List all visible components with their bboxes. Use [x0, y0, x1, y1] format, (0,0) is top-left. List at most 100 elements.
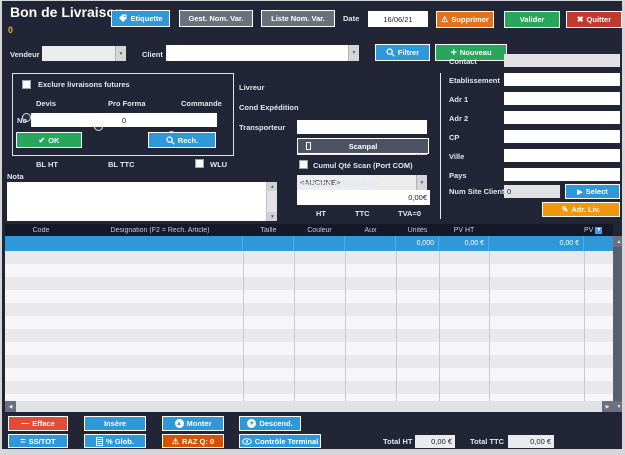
contact-field[interactable] — [504, 54, 620, 67]
pct-glob-button[interactable]: % Glob. — [84, 434, 146, 448]
nouveau-button[interactable]: + Nouveau — [435, 44, 507, 61]
ss-tot-button[interactable]: = SS/TOT — [8, 434, 68, 448]
cell-pv — [584, 236, 613, 251]
etablissement-field[interactable] — [504, 73, 620, 86]
col-header-code[interactable]: Code — [32, 226, 50, 234]
scanpal-button[interactable]: Scanpal — [297, 138, 429, 154]
scroll-down-icon[interactable]: ▼ — [613, 401, 622, 412]
filtrer-label: Filtrer — [397, 48, 420, 57]
table-vertical-scrollbar[interactable]: ▲ ▼ — [613, 236, 622, 412]
nota-scrollbar[interactable]: ▲ ▼ — [266, 182, 277, 221]
devis-radio[interactable] — [22, 113, 31, 122]
transporteur-label: Transporteur — [239, 123, 286, 132]
filter-icon[interactable]: ▼ — [595, 226, 603, 234]
col-header-pv[interactable]: PV ▼ — [584, 226, 613, 234]
transporteur-field[interactable] — [297, 120, 427, 134]
no-field[interactable]: 0 — [31, 113, 217, 127]
ss-tot-label: SS/TOT — [28, 436, 56, 446]
pencil-icon: ✎ — [561, 205, 569, 214]
etiquette-label: Etiquette — [130, 14, 163, 23]
adr2-field[interactable] — [504, 111, 620, 124]
chevron-down-icon[interactable]: ▼ — [416, 175, 427, 190]
chevron-down-icon[interactable]: ▼ — [115, 46, 126, 61]
scroll-up-icon[interactable]: ▲ — [613, 236, 622, 247]
ok-button[interactable]: ✔ OK — [16, 132, 82, 148]
selected-table-row[interactable]: 0,000 0,00 € 0,00 € — [5, 236, 613, 251]
filtrer-button[interactable]: Filtrer — [375, 44, 430, 61]
search-icon — [386, 48, 395, 57]
cumul-scan-checkbox[interactable] — [299, 160, 308, 169]
cell-pv-ttc: 0,00 € — [489, 236, 584, 251]
descend-label: Descend. — [259, 419, 293, 428]
total-ht-value: 0,00 € — [415, 435, 455, 448]
insere-button[interactable]: Insère — [84, 416, 146, 431]
valider-button[interactable]: Valider — [504, 11, 560, 28]
cell-couleur — [294, 236, 345, 251]
supprimer-button[interactable]: ⚠ Supprimer — [436, 11, 494, 28]
scroll-down-icon[interactable]: ▼ — [267, 212, 277, 221]
rech-button[interactable]: Rech. — [148, 132, 216, 148]
col-header-pv-label: PV — [584, 226, 594, 234]
adr-liv-label: Adr. Liv. — [571, 205, 601, 214]
cond-expedition-select[interactable]: <AUCUNE> ▼ — [297, 175, 427, 190]
cp-field[interactable] — [504, 130, 620, 143]
chevron-down-icon[interactable]: ▼ — [348, 45, 359, 61]
column-divider — [489, 251, 490, 401]
col-header-taille[interactable]: Taille — [260, 226, 277, 234]
livreur-label: Livreur — [239, 83, 265, 92]
adr1-label: Adr 1 — [449, 95, 469, 104]
eye-icon — [241, 437, 252, 445]
adr-liv-button[interactable]: ✎ Adr. Liv. — [542, 202, 620, 217]
nota-textarea[interactable]: ▲ ▼ — [7, 182, 277, 221]
descend-button[interactable]: ▼ Descend. — [239, 416, 301, 431]
date-field[interactable]: 16/06/21 — [368, 11, 428, 27]
contact-label: Contact — [449, 57, 477, 66]
minus-icon: — — [21, 419, 30, 428]
col-header-pv-ht[interactable]: PV HT — [453, 226, 475, 234]
controle-terminal-button[interactable]: Contrôle Terminal — [239, 434, 321, 448]
etablissement-label: Etablissement — [449, 76, 500, 85]
raz-button[interactable]: ⚠ RAZ Q: 0 — [162, 434, 224, 448]
tva0-label: TVA=0 — [398, 209, 421, 218]
etiquette-button[interactable]: Etiquette — [111, 10, 170, 27]
wlu-label: WLU — [210, 160, 228, 169]
cell-taille — [243, 236, 294, 251]
select-button[interactable]: ▶ Select — [565, 184, 620, 199]
adr1-field[interactable] — [504, 92, 620, 105]
monter-label: Monter — [186, 419, 212, 428]
exclure-checkbox[interactable] — [22, 80, 31, 89]
vendeur-select[interactable]: ▼ — [42, 46, 126, 61]
scroll-left-icon[interactable]: ◀ — [5, 401, 16, 412]
scroll-up-icon[interactable]: ▲ — [267, 182, 277, 191]
col-header-unites[interactable]: Unités — [407, 226, 428, 234]
monter-button[interactable]: ▲ Monter — [162, 416, 224, 431]
supprimer-label: Supprimer — [451, 15, 489, 24]
col-header-designation[interactable]: Designation (F2 = Rech. Article) — [110, 226, 210, 234]
gest-nom-var-button[interactable]: Gest. Nom. Var. — [179, 10, 253, 27]
quitter-button[interactable]: ✖ Quitter — [566, 11, 622, 28]
scroll-right-icon[interactable]: ▶ — [602, 401, 613, 412]
raz-label: RAZ Q: 0 — [182, 436, 215, 446]
col-header-aux[interactable]: Aux — [364, 226, 377, 234]
equals-icon: = — [20, 436, 26, 446]
nota-value — [7, 200, 277, 204]
ville-field[interactable] — [504, 149, 620, 162]
efface-button[interactable]: — Efface — [8, 416, 68, 431]
insere-label: Insère — [103, 419, 127, 428]
ok-label: OK — [48, 135, 60, 145]
num-site-client-field[interactable]: 0 — [504, 185, 560, 198]
transport-emballage-field[interactable]: 0,00€ — [297, 190, 430, 205]
cumul-scan-label: Cumul Qté Scan (Port COM) — [313, 161, 413, 170]
table-horizontal-scrollbar[interactable]: ◀ ▶ — [5, 401, 613, 412]
cell-designation — [77, 236, 243, 251]
pays-field[interactable] — [504, 168, 620, 181]
cell-aux — [345, 236, 396, 251]
scanpal-label: Scanpal — [348, 141, 378, 151]
adr2-label: Adr 2 — [449, 114, 469, 123]
liste-nom-var-button[interactable]: Liste Nom. Var. — [261, 10, 335, 27]
client-field[interactable]: ▼ — [166, 45, 359, 61]
wlu-checkbox[interactable] — [195, 159, 204, 168]
col-header-couleur[interactable]: Couleur — [307, 226, 332, 234]
table-body-empty-rows[interactable] — [5, 251, 613, 401]
articles-table: Code Designation (F2 = Rech. Article) Ta… — [5, 224, 613, 401]
